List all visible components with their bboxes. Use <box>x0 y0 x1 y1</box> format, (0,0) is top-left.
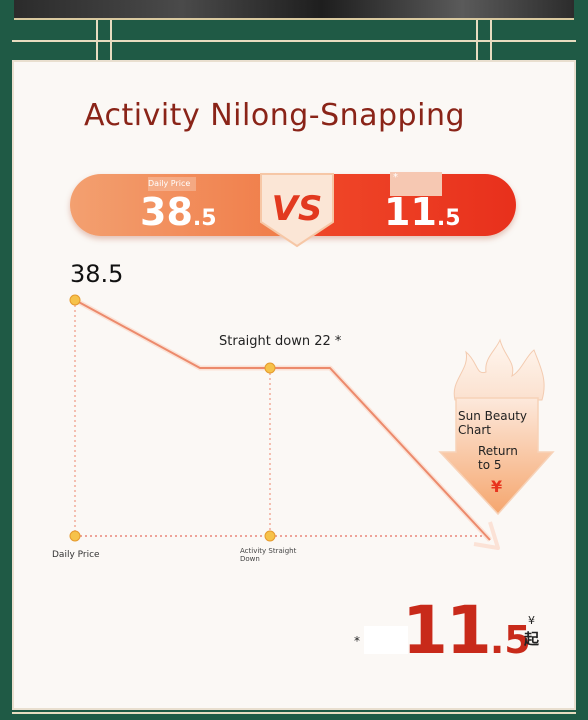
arrow-caption-line1: Sun Beauty <box>458 409 528 423</box>
daily-price-value: 38.5 <box>140 190 217 234</box>
yuan-symbol-icon: ¥ <box>491 477 503 496</box>
line-arrowhead <box>473 521 500 550</box>
final-price-integer: 11 <box>402 592 492 669</box>
start-price-label: 38.5 <box>70 260 124 288</box>
final-price-value: 11.5 <box>402 592 531 669</box>
activity-price-integer: 11 <box>384 190 437 234</box>
daily-price-tag: Daily Price <box>148 177 196 191</box>
x-label-activity-line2: Down <box>240 555 260 563</box>
final-price-note: * <box>354 634 360 648</box>
final-note-box <box>364 626 408 654</box>
drop-arrow-shape <box>438 397 555 516</box>
price-suffix: 起 <box>524 630 540 648</box>
daily-price-integer: 38 <box>140 190 193 234</box>
arrow-caption: Sun Beauty Chart <box>458 409 527 437</box>
activity-price-tag: * <box>390 172 442 196</box>
arrow-return-line1: Return <box>478 444 518 458</box>
frame-line-right-v1 <box>476 20 478 60</box>
frame-line-bottom <box>12 712 576 714</box>
vs-text: VS <box>272 189 323 229</box>
point-start <box>69 294 81 306</box>
x-label-activity-down: Activity Straight Down <box>240 547 296 563</box>
arrow-return-line2: to 5 <box>478 458 502 472</box>
arrow-return-text: Return to 5 <box>478 444 518 472</box>
straight-down-label: Straight down 22 * <box>219 334 342 349</box>
frame-line-right-v2 <box>490 20 492 60</box>
frame-line-left-v1 <box>96 20 98 60</box>
arrow-caption-line2: Chart <box>458 423 491 437</box>
frame-line-left-v2 <box>110 20 112 60</box>
top-photo-strip <box>14 0 574 20</box>
page-title: Activity Nilong-Snapping <box>84 98 465 133</box>
point-origin <box>69 530 81 542</box>
point-mid-base <box>264 530 276 542</box>
price-unit: ¥ 起 <box>524 612 539 648</box>
vs-badge: VS <box>260 173 334 248</box>
currency-symbol: ¥ <box>528 614 535 627</box>
point-mid <box>264 362 276 374</box>
activity-price-decimal: .5 <box>436 206 461 231</box>
x-label-activity-line1: Activity Straight <box>240 547 297 555</box>
flame-decoration <box>453 338 545 401</box>
daily-price-decimal: .5 <box>192 206 217 231</box>
frame-line-top <box>12 40 576 42</box>
x-label-daily-price: Daily Price <box>52 550 100 560</box>
activity-price-value: 11.5 <box>384 190 461 234</box>
final-price-decimal: .5 <box>489 618 531 662</box>
